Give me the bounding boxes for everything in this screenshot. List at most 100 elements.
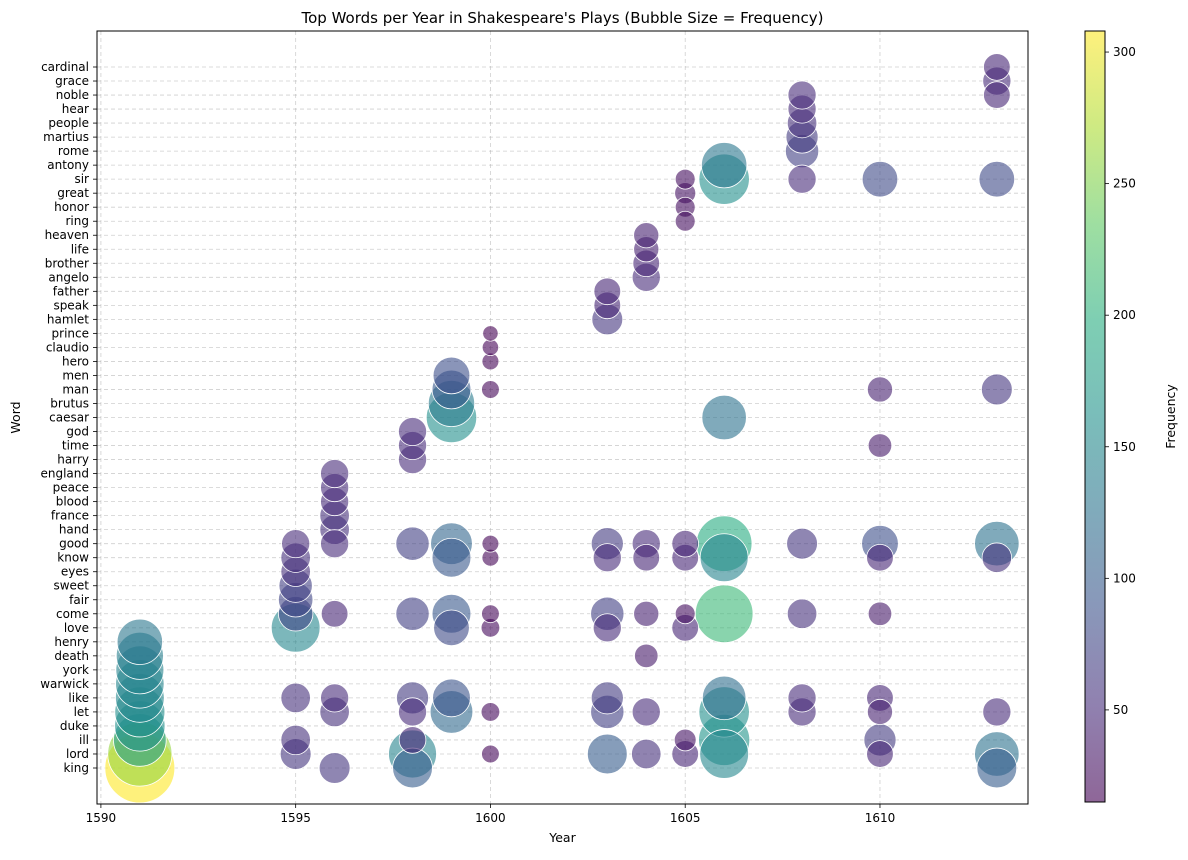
y-tick-label: know — [57, 551, 89, 565]
bubble-point — [786, 598, 818, 629]
x-tick-label: 1600 — [475, 811, 506, 825]
chart-title: Top Words per Year in Shakespeare's Play… — [301, 9, 824, 27]
y-tick-label: duke — [60, 719, 89, 733]
bubble-point — [280, 682, 311, 714]
y-axis-ticks: kinglordilldukeletlikewarwickyorkdeathhe… — [40, 60, 97, 775]
bubble-point — [320, 459, 350, 489]
y-tick-label: lord — [66, 747, 89, 761]
bubble-point — [320, 600, 349, 628]
y-tick-label: blood — [56, 495, 89, 509]
bubble-point — [432, 678, 471, 718]
colorbar-tick-label: 200 — [1113, 308, 1136, 322]
colorbar-label: Frequency — [1163, 384, 1178, 449]
bubble-point — [674, 603, 696, 625]
y-tick-label: time — [62, 439, 89, 453]
y-tick-label: father — [53, 284, 89, 298]
y-tick-label: king — [63, 761, 89, 775]
bubble-point — [976, 747, 1018, 789]
colorbar-tick-label: 100 — [1113, 571, 1136, 585]
y-tick-label: harry — [57, 453, 89, 467]
y-tick-label: henry — [54, 635, 89, 649]
bubble-point — [694, 584, 754, 644]
y-tick-label: let — [74, 705, 90, 719]
y-tick-label: like — [68, 691, 89, 705]
bubble-point — [320, 529, 350, 559]
bubble-point — [983, 53, 1011, 81]
bubble-point — [671, 529, 699, 558]
y-tick-label: god — [66, 425, 89, 439]
bubble-point — [481, 534, 500, 553]
bubble-point — [432, 356, 471, 395]
colorbar-ticks: 50 100 150 200 250 300 — [1105, 45, 1136, 717]
y-tick-label: death — [54, 649, 89, 663]
y-axis-label: Word — [8, 401, 23, 433]
x-axis-ticks: 1590 1595 1600 1605 1610 — [86, 804, 895, 825]
y-tick-label: hear — [62, 102, 89, 116]
y-tick-label: france — [51, 509, 89, 523]
bubble-point — [867, 601, 893, 626]
y-tick-label: sweet — [53, 579, 89, 593]
bubble-point — [116, 618, 163, 665]
bubble-point — [398, 697, 428, 727]
y-tick-label: ill — [79, 733, 89, 747]
bubble-point — [586, 733, 628, 775]
y-tick-label: great — [57, 186, 89, 200]
bubble-point — [398, 726, 427, 754]
y-tick-label: york — [63, 663, 89, 677]
bubble-point — [392, 747, 433, 789]
y-tick-label: caesar — [49, 411, 89, 425]
bubble-point — [787, 683, 817, 713]
bubble-point — [634, 643, 659, 669]
y-tick-label: life — [71, 242, 89, 256]
bubble-point — [674, 210, 696, 232]
bubble-point — [866, 543, 894, 572]
x-tick-label: 1605 — [670, 811, 701, 825]
bubble-point — [395, 526, 430, 561]
y-tick-label: good — [59, 537, 89, 551]
bubble-point — [481, 604, 500, 624]
y-tick-label: hero — [62, 354, 89, 368]
bubble-point — [699, 533, 749, 583]
x-tick-label: 1590 — [86, 811, 117, 825]
bubble-point — [674, 168, 696, 190]
bubble-point — [867, 433, 893, 458]
grid-lines — [97, 31, 1028, 804]
bubble-point — [633, 222, 660, 249]
bubble-point — [981, 373, 1013, 406]
bubble-point — [631, 697, 661, 727]
bubble-point — [861, 160, 899, 198]
bubble-point — [480, 702, 501, 722]
x-axis-label: Year — [548, 830, 576, 845]
bubble-point — [590, 681, 624, 715]
y-tick-label: noble — [56, 88, 89, 102]
y-tick-label: brother — [45, 256, 89, 270]
bubble-point — [787, 80, 817, 110]
bubble-point — [701, 394, 747, 441]
y-tick-label: rome — [58, 144, 89, 158]
y-tick-label: angelo — [48, 270, 89, 284]
colorbar-tick-label: 300 — [1113, 45, 1136, 59]
bubble-point — [699, 729, 749, 779]
y-tick-label: sir — [74, 172, 89, 186]
colorbar-tick-label: 50 — [1113, 703, 1128, 717]
y-tick-label: come — [56, 607, 89, 621]
y-tick-label: eyes — [61, 565, 89, 579]
bubble-point — [281, 529, 311, 559]
y-tick-label: love — [64, 621, 89, 635]
bubble-point — [978, 160, 1016, 198]
bubble-point — [786, 527, 818, 560]
bubble-point — [983, 81, 1011, 109]
bubble-point — [631, 738, 662, 770]
colorbar — [1085, 31, 1105, 802]
y-tick-label: warwick — [40, 677, 89, 691]
y-tick-label: hand — [59, 523, 89, 537]
y-tick-label: ring — [66, 214, 90, 228]
colorbar-tick-label: 150 — [1113, 440, 1136, 454]
bubble-point — [787, 164, 817, 194]
colorbar-frame — [1084, 30, 1106, 803]
y-tick-label: peace — [53, 481, 89, 495]
bubble-point — [318, 752, 351, 784]
bubble-point — [701, 142, 748, 189]
